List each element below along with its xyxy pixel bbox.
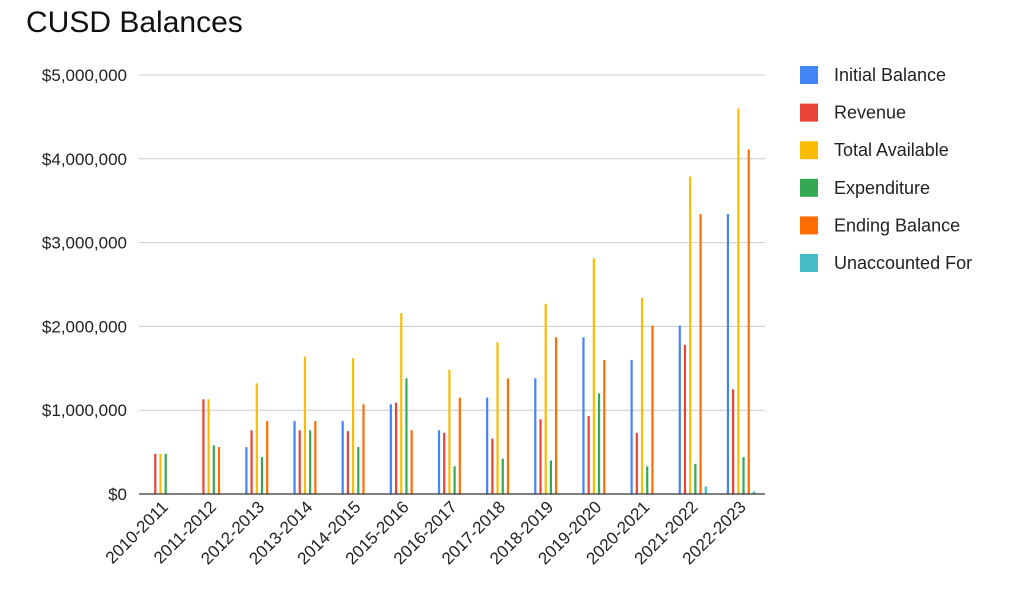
bar (448, 369, 451, 494)
bar (255, 383, 258, 494)
bar (351, 358, 355, 494)
legend-swatch (800, 216, 818, 235)
bar (405, 378, 408, 494)
bar (752, 491, 756, 494)
y-tick-label: $5,000,000 (42, 66, 127, 85)
bar (582, 337, 585, 494)
legend-swatch (800, 66, 818, 84)
bar (159, 453, 162, 494)
bar (737, 108, 740, 495)
legend-label: Expenditure (834, 178, 930, 198)
bar (651, 325, 654, 494)
bar (400, 312, 403, 494)
bar (689, 176, 692, 494)
legend-label: Unaccounted For (834, 253, 972, 273)
legend-label: Initial Balance (834, 65, 946, 85)
bar (293, 421, 296, 494)
bar (678, 325, 681, 494)
bar (212, 445, 215, 494)
y-tick-label: $1,000,000 (42, 401, 127, 420)
bar (486, 397, 489, 494)
bar (496, 342, 499, 494)
bar (646, 466, 649, 494)
y-tick-label: $2,000,000 (42, 317, 127, 336)
bar (458, 397, 461, 494)
bar (539, 419, 542, 494)
bar (491, 438, 494, 494)
bar (544, 303, 547, 494)
bar (704, 486, 707, 494)
legend-label: Ending Balance (834, 215, 960, 235)
bar (437, 430, 441, 494)
bar (250, 430, 253, 494)
bar (630, 359, 633, 494)
bar (534, 378, 537, 494)
bar (592, 258, 595, 494)
bar (346, 431, 349, 494)
bar (389, 404, 392, 494)
legend-swatch (800, 254, 818, 272)
bar (362, 404, 365, 494)
bar (164, 453, 167, 494)
bar (303, 356, 307, 494)
legend-label: Total Available (834, 140, 949, 160)
bar (314, 421, 317, 494)
legend-swatch (800, 141, 818, 160)
bar (217, 447, 221, 494)
bar (207, 399, 210, 494)
bar (699, 214, 702, 494)
bar (683, 344, 687, 494)
bar (742, 457, 745, 494)
y-tick-label: $3,000,000 (42, 234, 127, 253)
bar-layer (154, 108, 756, 495)
bar (341, 421, 344, 494)
axis-layer: $0 $1,000,000 $2,000,000 $3,000,000 $4,000,0… (42, 66, 765, 568)
bar (640, 297, 644, 494)
legend-swatch (800, 103, 818, 122)
bar (603, 359, 606, 494)
bar (202, 399, 205, 494)
bar (597, 393, 601, 494)
bar (266, 421, 269, 494)
bar (555, 337, 558, 494)
bar (732, 389, 735, 494)
bar (549, 460, 553, 494)
bar (453, 466, 456, 494)
legend-swatch (800, 178, 818, 197)
bar (260, 457, 264, 494)
bar (154, 453, 157, 494)
bar (309, 430, 312, 494)
bar (410, 430, 413, 494)
bar (747, 149, 750, 494)
y-tick-label: $4,000,000 (42, 150, 127, 169)
bar (726, 214, 730, 494)
bar (694, 463, 697, 494)
bar (245, 447, 248, 494)
bar (357, 447, 360, 494)
grid-layer (139, 74, 765, 411)
bar (635, 432, 638, 494)
bar (394, 402, 398, 494)
y-tick-label: $0 (108, 485, 127, 504)
bar (506, 378, 510, 494)
bar (587, 416, 590, 494)
legend-label: Revenue (834, 103, 906, 123)
bar (298, 430, 301, 494)
legend: Initial Balance Revenue Total Available Exp… (800, 65, 972, 273)
chart-title: CUSD Balances (26, 6, 243, 39)
bar (443, 432, 446, 494)
bar (501, 458, 504, 494)
